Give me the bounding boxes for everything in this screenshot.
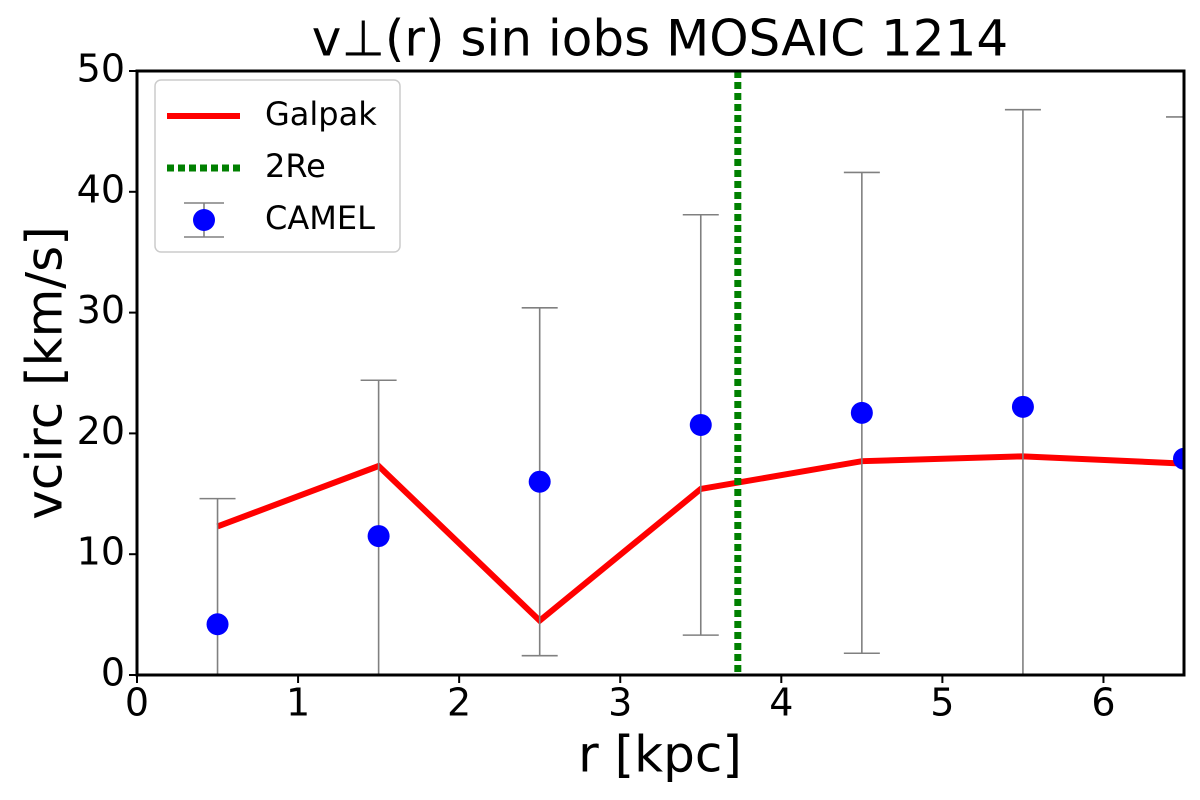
- y-tick-label: 10: [77, 530, 125, 574]
- data-point: [850, 401, 873, 424]
- chart-title: v⊥(r) sin iobs MOSAIC 1214: [312, 10, 1008, 68]
- legend-label: CAMEL: [265, 199, 375, 237]
- y-tick-label: 0: [101, 651, 125, 695]
- data-point: [367, 525, 390, 548]
- x-tick-label: 5: [930, 681, 954, 725]
- x-tick-label: 2: [447, 681, 471, 725]
- y-tick-label: 40: [77, 167, 125, 211]
- legend-box: [154, 79, 401, 253]
- data-point: [206, 613, 229, 636]
- axes-frame: [135, 69, 1186, 677]
- x-tick-label: 3: [608, 681, 632, 725]
- data-point: [1011, 395, 1034, 418]
- x-tick-label: 0: [125, 681, 149, 725]
- x-tick-label: 1: [286, 681, 310, 725]
- y-tick-label: 50: [77, 47, 125, 91]
- legend: Galpak 2Re CAMEL: [154, 79, 401, 253]
- y-tick-label: 20: [77, 409, 125, 453]
- legend-swatch: [193, 209, 215, 231]
- y-axis-label: vcirc [km/s]: [16, 226, 74, 519]
- y-tick-label: 30: [77, 288, 125, 332]
- x-axis-label: r [kpc]: [578, 726, 742, 784]
- x-tick-label: 4: [769, 681, 793, 725]
- plot-area: [199, 71, 1184, 675]
- data-point: [1173, 447, 1184, 470]
- legend-label: Galpak: [265, 95, 377, 133]
- data-point: [689, 413, 712, 436]
- x-tick-label: 6: [1091, 681, 1115, 725]
- data-point: [528, 470, 551, 493]
- legend-label: 2Re: [265, 147, 326, 185]
